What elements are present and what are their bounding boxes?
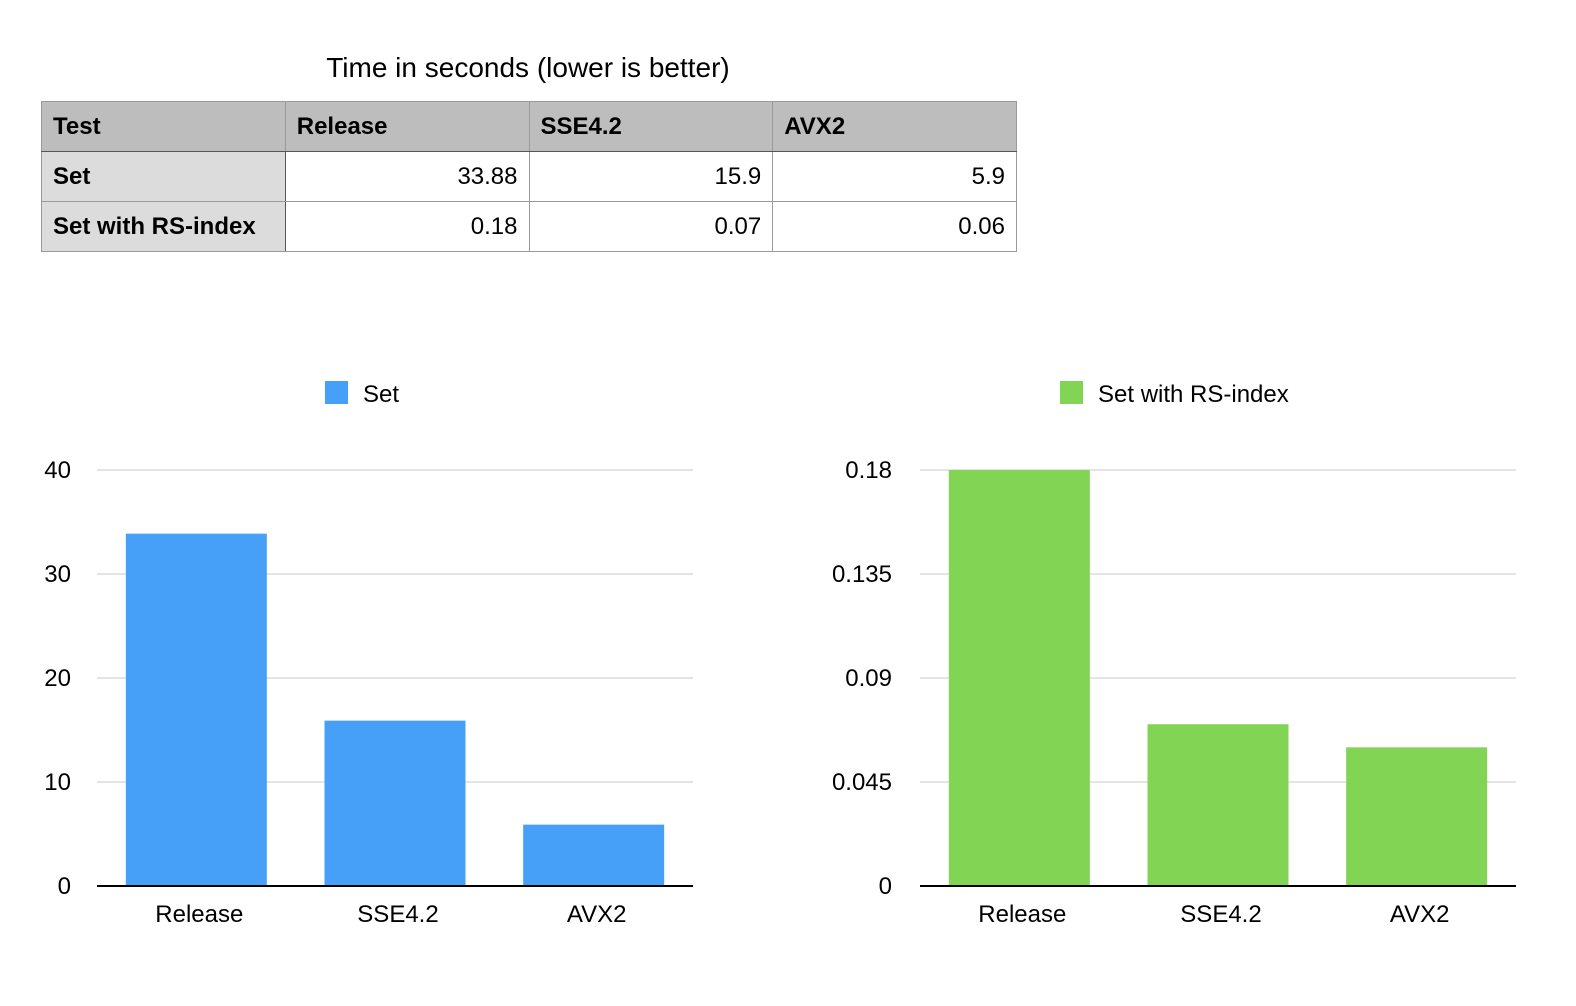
legend-label: Set with RS-index bbox=[1098, 381, 1289, 408]
bar-avx2 bbox=[1346, 747, 1487, 886]
x-tick-label: SSE4.2 bbox=[1180, 901, 1261, 928]
y-tick-label: 0 bbox=[879, 873, 892, 900]
legend-swatch bbox=[1060, 381, 1083, 404]
y-tick-label: 0.135 bbox=[832, 561, 892, 588]
x-tick-label: AVX2 bbox=[1390, 901, 1450, 928]
bar-sse4-2 bbox=[1148, 724, 1289, 886]
x-tick-label: Release bbox=[978, 901, 1066, 928]
bar-release bbox=[949, 470, 1090, 886]
y-tick-label: 0.18 bbox=[845, 457, 892, 484]
y-tick-label: 0.09 bbox=[845, 665, 892, 692]
y-tick-label: 0.045 bbox=[832, 769, 892, 796]
